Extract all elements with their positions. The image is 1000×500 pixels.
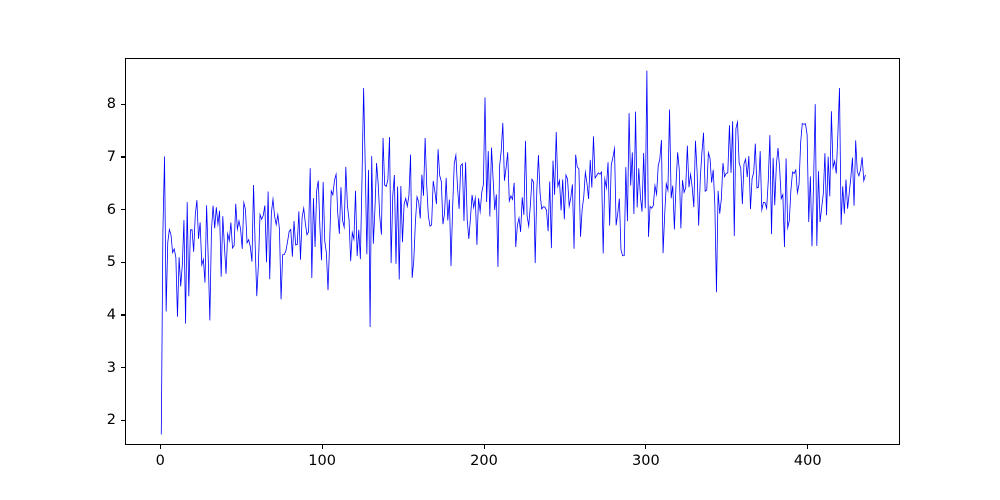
y-tick-label: 5 — [106, 254, 116, 271]
y-tick-mark — [121, 103, 125, 105]
x-tick-mark — [807, 445, 809, 449]
y-tick-mark — [121, 419, 125, 421]
x-tick-mark — [483, 445, 485, 449]
series-line-plot — [126, 59, 899, 444]
x-tick-label: 300 — [632, 453, 660, 469]
y-tick-mark — [121, 261, 125, 263]
y-tick-mark — [121, 156, 125, 158]
x-tick-mark — [321, 445, 323, 449]
y-tick-label: 7 — [106, 148, 116, 165]
x-tick-mark — [159, 445, 161, 449]
y-tick-mark — [121, 209, 125, 211]
x-tick-label: 100 — [308, 453, 336, 469]
y-tick-label: 6 — [106, 201, 116, 218]
plot-axes — [125, 58, 900, 445]
y-tick-label: 3 — [106, 359, 116, 376]
y-tick-mark — [121, 314, 125, 316]
x-tick-label: 200 — [470, 453, 498, 469]
x-tick-label: 400 — [793, 453, 822, 469]
y-tick-label: 2 — [106, 412, 116, 428]
y-tick-label: 4 — [106, 306, 116, 323]
x-tick-mark — [645, 445, 647, 449]
y-tick-label: 8 — [106, 96, 116, 113]
x-tick-label: 0 — [155, 453, 165, 469]
y-tick-mark — [121, 367, 125, 369]
